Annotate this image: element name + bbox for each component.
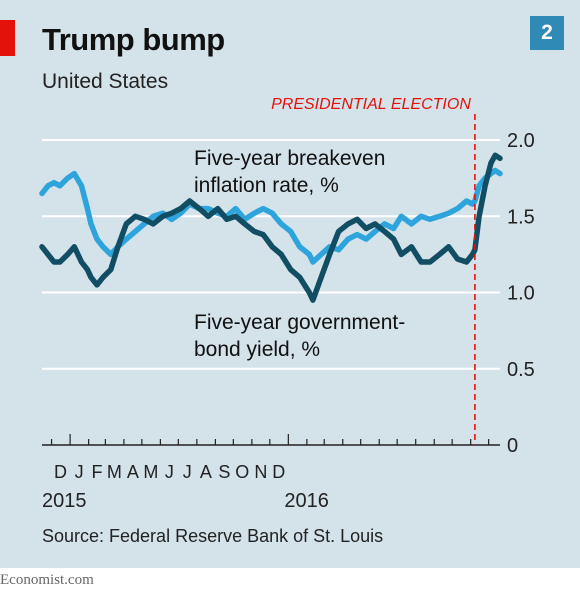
series-label: bond yield, %	[194, 338, 320, 361]
red-tag-marker	[0, 20, 15, 56]
x-tick-label: S	[218, 462, 230, 482]
series-label: Five-year breakeven	[194, 147, 385, 170]
x-tick-label: A	[200, 462, 212, 482]
chart-subtitle: United States	[42, 70, 169, 93]
x-tick-label: D	[54, 462, 67, 482]
x-year-label: 2016	[284, 490, 329, 512]
chart-title: Trump bump	[42, 22, 225, 57]
x-tick-label: J	[165, 462, 174, 482]
x-year-label: 2015	[42, 490, 87, 512]
x-tick-label: N	[254, 462, 267, 482]
chart-number-badge: 2	[530, 16, 564, 50]
series-label: inflation rate, %	[194, 174, 339, 197]
source-note: Source: Federal Reserve Bank of St. Loui…	[42, 526, 384, 546]
x-tick-label: A	[127, 462, 139, 482]
y-tick-label: 1.0	[507, 283, 535, 305]
x-tick-label: M	[107, 462, 122, 482]
x-tick-label: D	[272, 462, 285, 482]
bond-yield-line	[39, 167, 503, 265]
brand-footer: Economist.com	[0, 572, 94, 588]
y-tick-label: 2.0	[507, 130, 535, 152]
x-tick-label: J	[75, 462, 84, 482]
x-tick-label: J	[183, 462, 192, 482]
chart-card: Trump bump United States 2 0 0.5 1.0 1.5 2.0…	[0, 0, 580, 568]
y-tick-label: 0.5	[507, 359, 535, 381]
y-tick-label: 1.5	[507, 206, 535, 228]
y-tick-label: 0	[507, 435, 518, 457]
x-tick-label: M	[143, 462, 158, 482]
series-label: Five-year government-	[194, 311, 405, 334]
breakeven-inflation-line	[39, 152, 503, 303]
x-tick-label: F	[92, 462, 103, 482]
x-tick-label: O	[235, 462, 249, 482]
election-annotation-label: PRESIDENTIAL ELECTION	[271, 96, 471, 113]
